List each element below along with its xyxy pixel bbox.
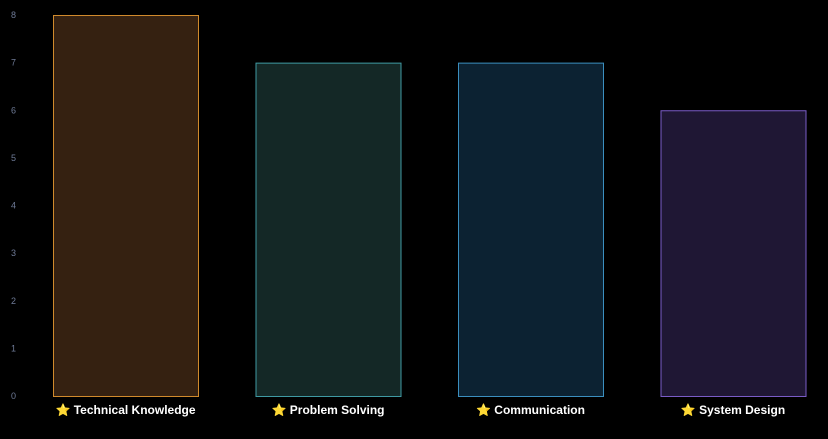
bar-problem-solving (255, 62, 402, 397)
y-tick-label: 4 (11, 201, 16, 211)
y-tick-label: 8 (11, 10, 16, 20)
y-tick-label: 2 (11, 296, 16, 306)
star-icon: ⭐ (681, 403, 696, 417)
x-tick-label-text: Problem Solving (286, 403, 384, 417)
x-tick-label: ⭐ Technical Knowledge (55, 403, 195, 417)
y-tick-label: 0 (11, 391, 16, 401)
x-tick-label-text: System Design (696, 403, 785, 417)
bar-technical-knowledge (53, 15, 199, 397)
x-tick-label: ⭐ Communication (476, 403, 585, 417)
star-icon: ⭐ (55, 403, 70, 417)
y-axis-ticks: 0 1 2 3 4 5 6 7 8 (11, 10, 16, 401)
y-tick-label: 6 (11, 105, 16, 115)
y-tick-label: 7 (11, 58, 16, 68)
y-tick-label: 5 (11, 153, 16, 163)
x-tick-label-text: Technical Knowledge (70, 403, 195, 417)
x-axis-labels: ⭐ Technical Knowledge ⭐ Problem Solving ⭐ … (55, 403, 785, 417)
x-tick-label: ⭐ Problem Solving (272, 403, 385, 417)
x-tick-label: ⭐ System Design (681, 403, 785, 417)
bar-series (53, 15, 807, 397)
x-tick-label-text: Communication (491, 403, 585, 417)
star-icon: ⭐ (272, 403, 287, 417)
y-tick-label: 1 (11, 343, 16, 353)
star-icon: ⭐ (476, 403, 491, 417)
y-tick-label: 3 (11, 248, 16, 258)
bar-communication (458, 62, 604, 397)
bar-system-design (660, 110, 807, 397)
